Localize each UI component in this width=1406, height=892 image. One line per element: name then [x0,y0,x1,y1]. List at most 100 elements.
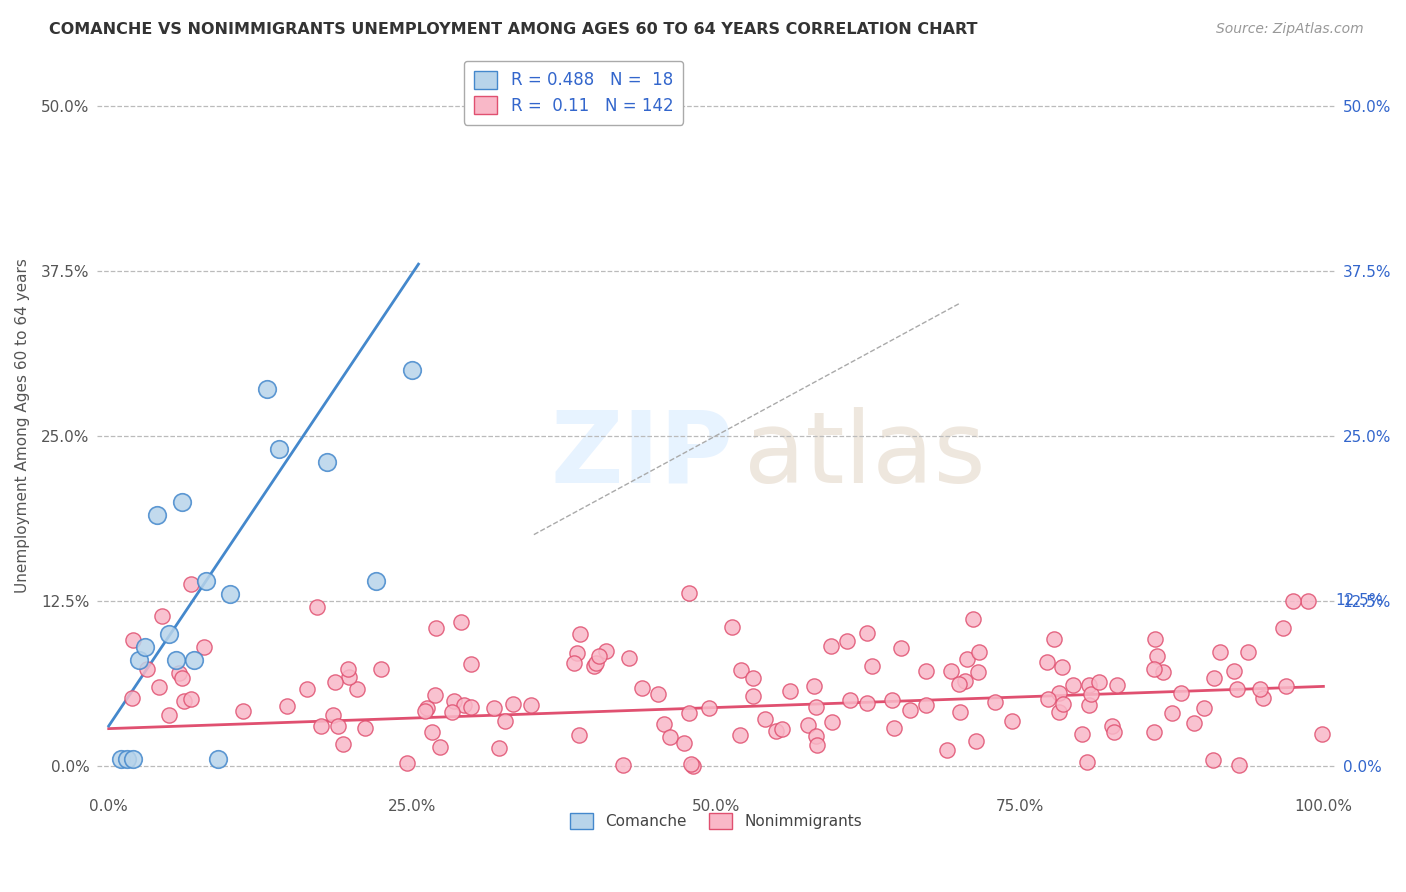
Point [401,362,423,376]
Point [1077,678,1099,692]
Point [295,681,318,696]
Point [1070,727,1092,741]
Point [135,662,157,676]
Point [1161,706,1184,720]
Point [482,700,505,714]
Point [180,692,202,706]
Point [1275,679,1298,693]
Point [804,729,827,743]
Text: 12.5%: 12.5% [1336,593,1384,608]
Point [955,652,977,666]
Point [672,736,695,750]
Point [232,704,254,718]
Point [568,627,591,641]
Point [882,693,904,707]
Point [305,600,328,615]
Point [159,707,181,722]
Point [134,640,156,654]
Point [1107,678,1129,692]
Point [856,696,879,710]
Point [699,701,721,715]
Point [450,615,472,629]
Point [173,694,195,708]
Point [460,657,482,671]
Point [898,703,921,717]
Point [820,639,842,653]
Point [443,694,465,708]
Point [1249,681,1271,696]
Point [647,688,669,702]
Point [1038,692,1060,706]
Point [256,383,278,397]
Point [1143,662,1166,676]
Point [765,724,787,739]
Point [588,649,610,664]
Point [962,612,984,626]
Point [562,657,585,671]
Point [183,653,205,667]
Point [754,712,776,726]
Point [1080,687,1102,701]
Point [1152,665,1174,680]
Point [420,725,443,739]
Point [1144,632,1167,647]
Point [460,700,482,714]
Point [502,697,524,711]
Point [440,706,463,720]
Point [425,621,447,635]
Point [519,698,541,712]
Point [323,675,346,690]
Point [1143,725,1166,739]
Point [115,752,138,766]
Point [1202,753,1225,767]
Point [207,752,229,766]
Point [165,653,187,667]
Point [856,626,879,640]
Point [1088,674,1111,689]
Point [983,696,1005,710]
Point [322,708,344,723]
Point [1146,648,1168,663]
Point [193,640,215,654]
Point [652,717,675,731]
Point [267,442,290,456]
Point [890,640,912,655]
Point [1192,701,1215,715]
Point [969,645,991,659]
Point [567,728,589,742]
Point [860,658,883,673]
Y-axis label: Unemployment Among Ages 60 to 64 years: Unemployment Among Ages 60 to 64 years [15,259,30,593]
Point [180,577,202,591]
Point [914,665,936,679]
Text: ZIP: ZIP [550,407,733,504]
Point [770,723,793,737]
Point [779,683,801,698]
Point [720,620,742,634]
Text: Source: ZipAtlas.com: Source: ZipAtlas.com [1216,22,1364,37]
Point [1102,725,1125,739]
Point [1078,698,1101,713]
Point [122,752,145,766]
Point [678,585,700,599]
Point [413,705,436,719]
Point [1052,660,1074,674]
Point [619,650,641,665]
Point [837,634,859,648]
Point [1047,686,1070,700]
Point [583,659,606,673]
Point [796,718,818,732]
Point [804,700,827,714]
Point [742,671,765,685]
Point [939,664,962,678]
Point [453,698,475,712]
Point [316,455,339,469]
Point [806,738,828,752]
Point [1047,706,1070,720]
Point [167,665,190,680]
Point [679,757,702,772]
Point [1076,755,1098,769]
Point [1310,727,1333,741]
Point [276,699,298,714]
Point [1170,685,1192,699]
Point [955,673,977,688]
